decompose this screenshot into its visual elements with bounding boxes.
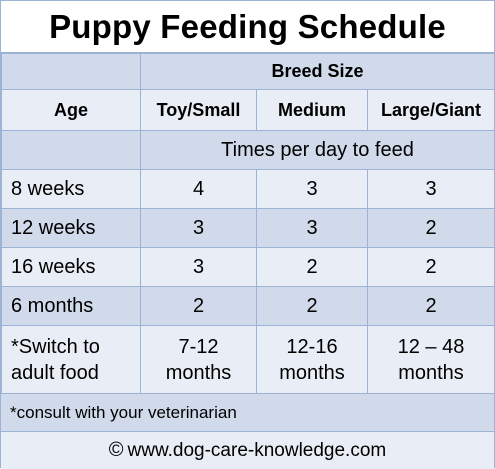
- switch-value-line1: 12-16: [286, 335, 338, 358]
- col-header-large-giant: Large/Giant: [367, 89, 495, 131]
- age-cell: 6 months: [1, 286, 141, 326]
- breed-size-header-row: Breed Size: [1, 53, 495, 90]
- website-text: www.dog-care-knowledge.com: [127, 439, 387, 461]
- value-cell: 4: [140, 169, 257, 209]
- switch-value-cell: 12 – 48 months: [367, 325, 495, 394]
- switch-value-line2: months: [279, 361, 345, 384]
- switch-to-adult-food-row: *Switch to adult food 7-12 months 12-16 …: [1, 325, 495, 394]
- value-cell: 3: [140, 247, 257, 287]
- value-cell: 2: [367, 247, 495, 287]
- switch-value-line1: 7-12: [178, 335, 219, 358]
- value-cell: 2: [140, 286, 257, 326]
- times-per-day-label: Times per day to feed: [140, 130, 495, 170]
- age-cell: 8 weeks: [1, 169, 141, 209]
- veterinarian-note: *consult with your veterinarian: [1, 394, 494, 432]
- value-cell: 3: [140, 208, 257, 248]
- switch-label-line2: adult food: [11, 361, 99, 384]
- breed-size-header: Breed Size: [140, 53, 495, 90]
- col-header-medium: Medium: [256, 89, 368, 131]
- switch-label-cell: *Switch to adult food: [1, 325, 141, 394]
- age-header: Age: [1, 89, 141, 131]
- switch-value-cell: 7-12 months: [140, 325, 257, 394]
- feeding-table: Breed Size Age Toy/Small Medium Large/Gi…: [1, 53, 495, 394]
- table-row: 8 weeks 4 3 3: [1, 169, 495, 209]
- table-row: 16 weeks 3 2 2: [1, 247, 495, 287]
- col-header-toy-small: Toy/Small: [140, 89, 257, 131]
- page-title: Puppy Feeding Schedule: [1, 1, 494, 53]
- table-row: 6 months 2 2 2: [1, 286, 495, 326]
- empty-cell: [1, 130, 141, 170]
- value-cell: 3: [256, 208, 368, 248]
- value-cell: 2: [367, 286, 495, 326]
- value-cell: 3: [256, 169, 368, 209]
- value-cell: 2: [256, 286, 368, 326]
- age-cell: 12 weeks: [1, 208, 141, 248]
- switch-value-line2: months: [398, 361, 464, 384]
- value-cell: 2: [256, 247, 368, 287]
- table-row: 12 weeks 3 3 2: [1, 208, 495, 248]
- value-cell: 3: [367, 169, 495, 209]
- column-header-row: Age Toy/Small Medium Large/Giant: [1, 89, 495, 131]
- switch-value-line1: 12 – 48: [397, 335, 465, 358]
- copyright-icon: ©: [108, 439, 124, 461]
- footer: © www.dog-care-knowledge.com: [1, 432, 494, 469]
- times-per-day-row: Times per day to feed: [1, 130, 495, 170]
- switch-value-line2: months: [165, 361, 232, 384]
- empty-corner-cell: [1, 53, 141, 90]
- switch-label-line1: *Switch to: [11, 335, 100, 358]
- age-cell: 16 weeks: [1, 247, 141, 287]
- switch-value-cell: 12-16 months: [256, 325, 368, 394]
- value-cell: 2: [367, 208, 495, 248]
